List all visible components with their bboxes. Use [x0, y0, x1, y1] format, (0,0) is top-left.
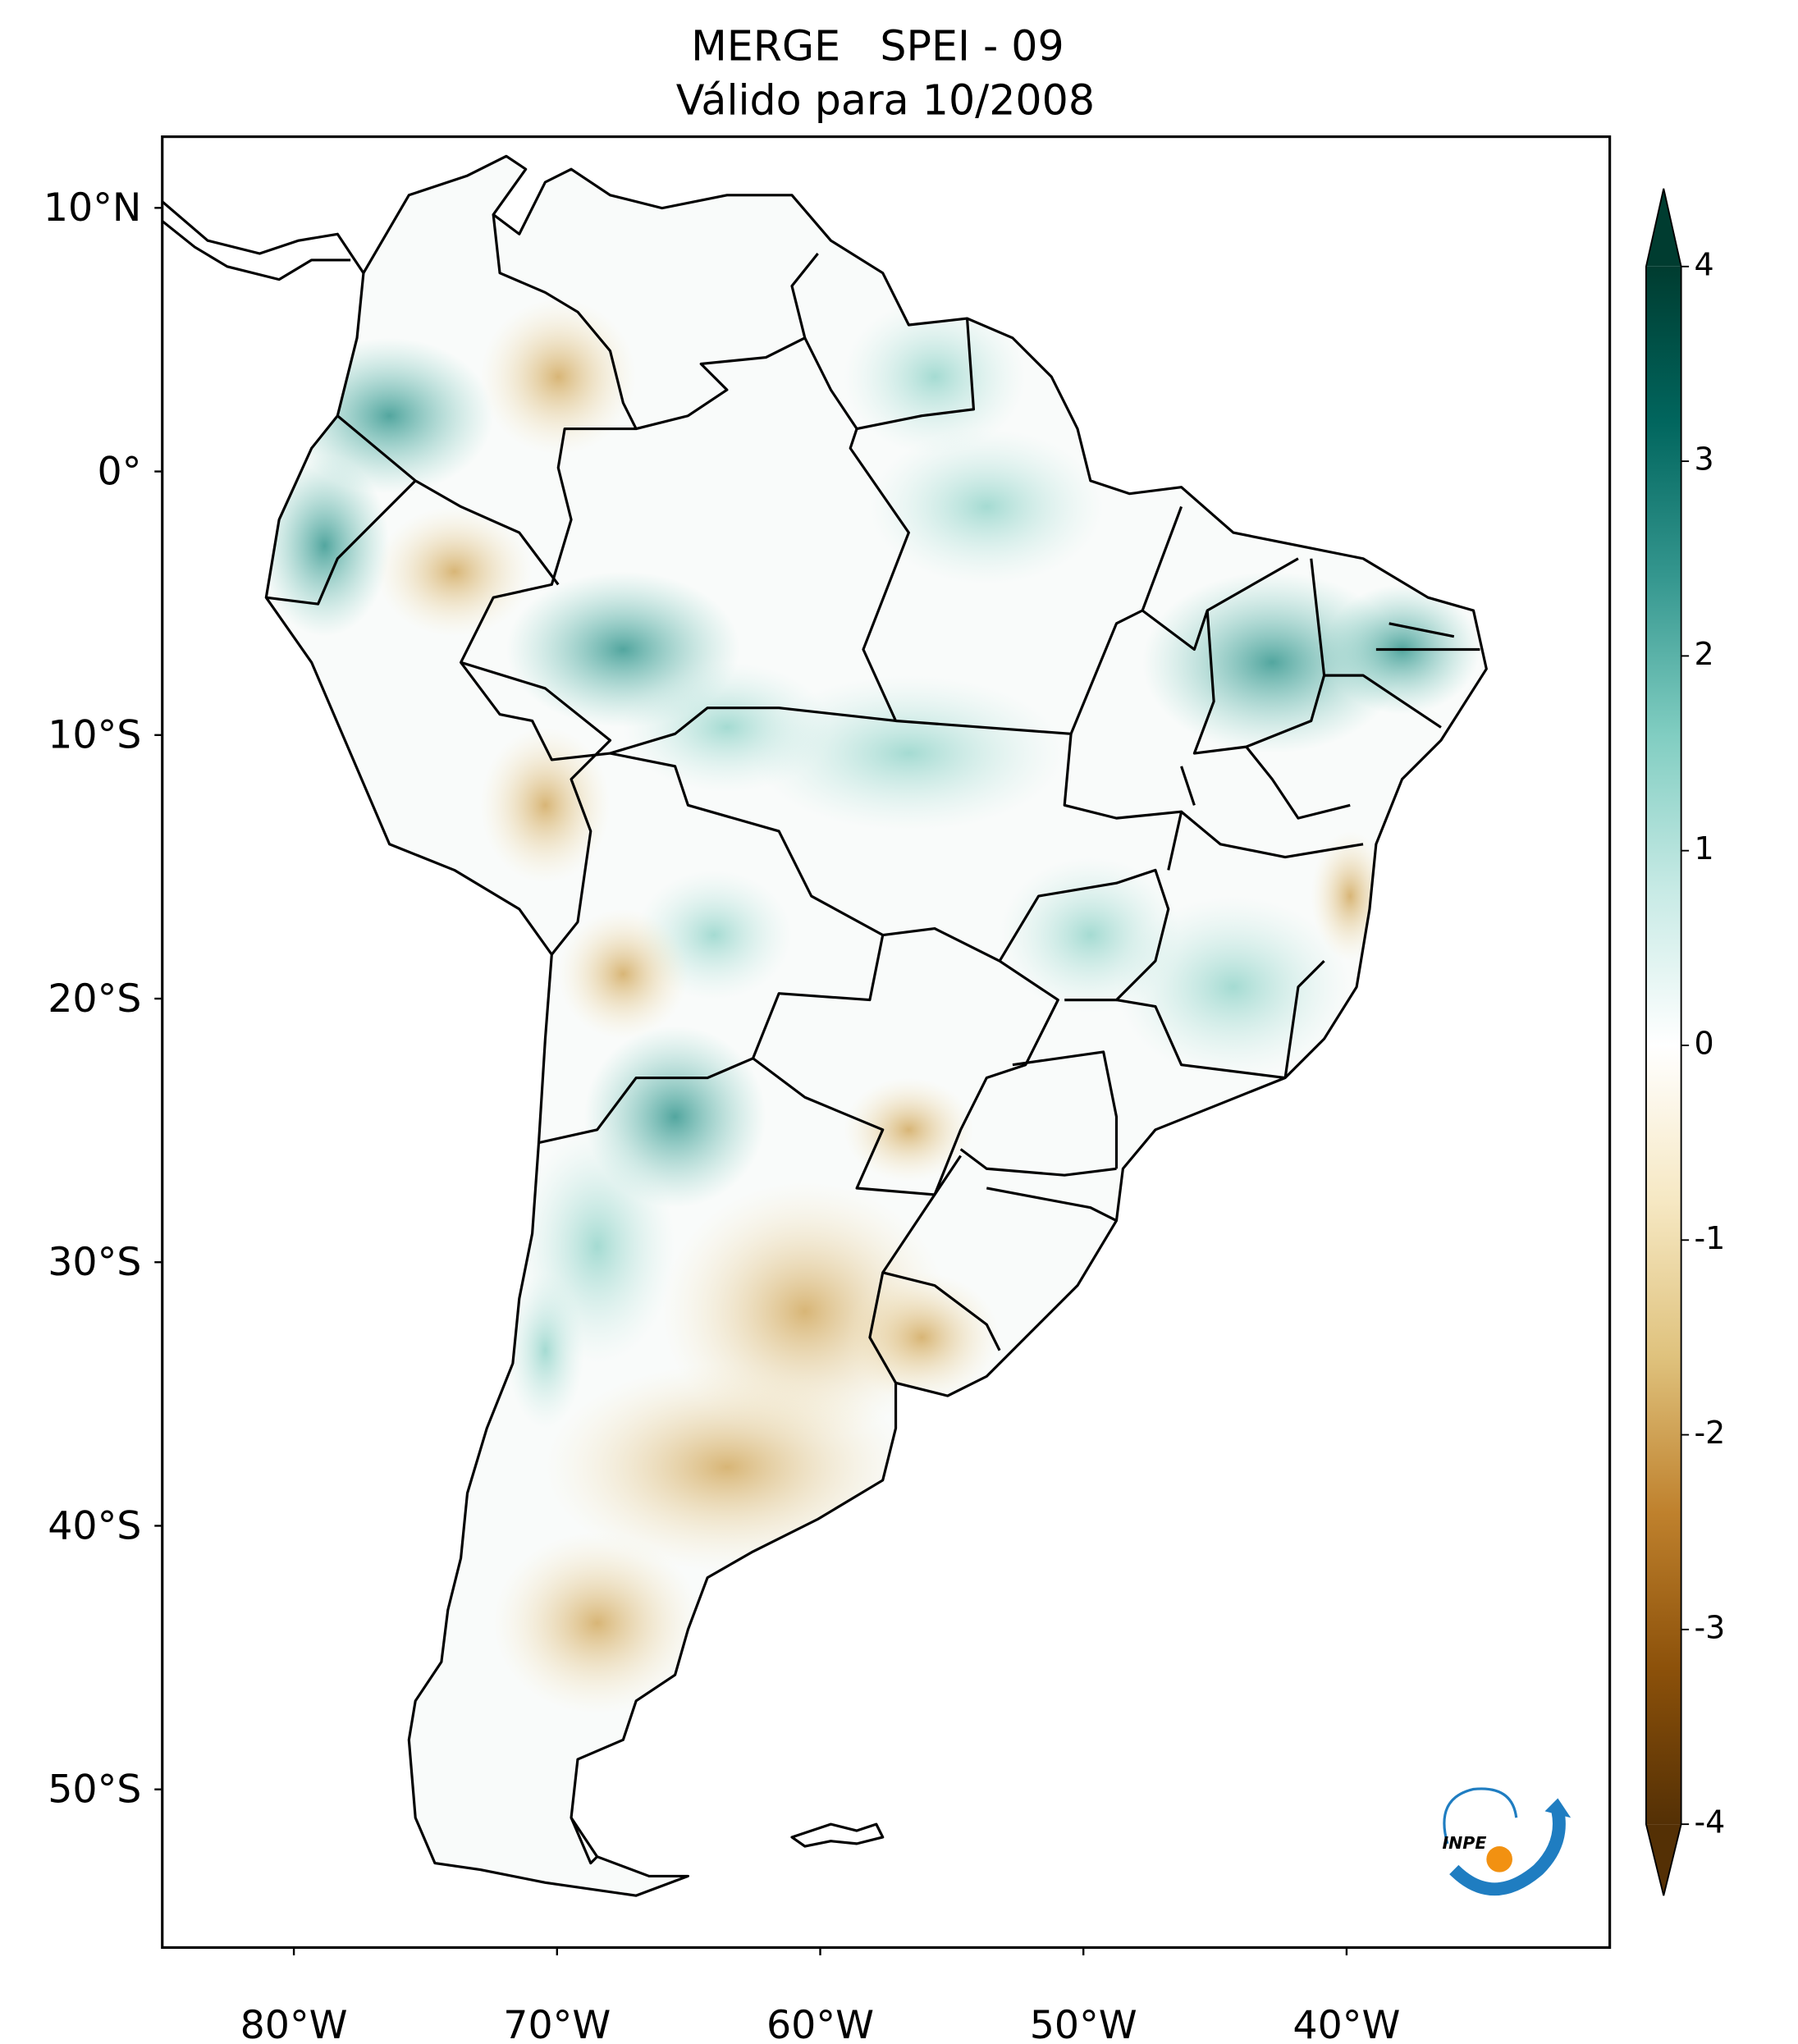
colorbar-tick-label: 1 — [1694, 830, 1713, 867]
central-america-coast — [161, 200, 365, 274]
colorbar-ramp — [1645, 266, 1681, 1825]
x-tick-label: 40°W — [1292, 2003, 1400, 2044]
colorbar-tick-label: -2 — [1694, 1415, 1725, 1451]
colorbar-tick-label: 4 — [1694, 246, 1713, 282]
colorbar-tick-label: -4 — [1694, 1804, 1725, 1841]
map-area: INPE — [161, 135, 1612, 1950]
y-tick-label: 0° — [98, 449, 142, 494]
x-tick-label: 60°W — [766, 2003, 874, 2044]
map-frame — [161, 135, 1612, 1950]
y-tick-label: 10°N — [43, 185, 142, 231]
colorbar-tick-label: 3 — [1694, 441, 1713, 478]
country-borders — [266, 214, 1480, 1865]
y-tick-label: 20°S — [48, 976, 141, 1022]
y-tick-label: 40°S — [48, 1503, 141, 1548]
y-tick-label: 30°S — [48, 1240, 141, 1285]
colorbar-tick-label: -1 — [1694, 1220, 1725, 1256]
colorbar-tick-label: 2 — [1694, 636, 1713, 672]
central-america-coast — [161, 220, 351, 281]
y-tick-label: 10°S — [48, 713, 141, 758]
colorbar: -4 -3 -2 -1 0 1 2 3 4 — [1645, 188, 1725, 1896]
x-tick-label: 70°W — [503, 2003, 611, 2044]
logo-text: INPE — [1442, 1833, 1486, 1853]
map-subtitle: Válido para 10/2008 — [676, 76, 1095, 125]
colorbar-tick-label: 0 — [1694, 1025, 1713, 1061]
map-title: MERGE SPEI - 09 — [691, 21, 1064, 70]
x-tick-label: 80°W — [240, 2003, 348, 2044]
colorbar-extend-high — [1645, 188, 1681, 267]
inpe-logo: INPE — [1442, 1787, 1572, 1896]
x-tick-label: 50°W — [1030, 2003, 1137, 2044]
y-tick-label: 50°S — [48, 1767, 141, 1813]
colorbar-extend-low — [1645, 1824, 1681, 1896]
colorbar-tick-label: -3 — [1694, 1609, 1725, 1645]
malvinas — [790, 1822, 885, 1848]
